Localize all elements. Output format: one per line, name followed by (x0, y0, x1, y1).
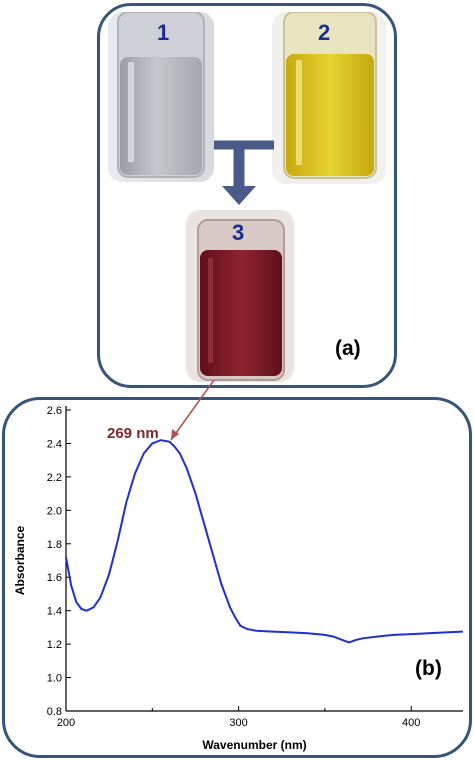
panel-a-label: (a) (335, 337, 361, 360)
vial-1-photo (108, 12, 214, 182)
y-tick-label: 2.6 (47, 405, 62, 417)
vial-3-photo (186, 210, 294, 382)
x-axis-label: Wavenumber (nm) (202, 738, 306, 752)
vial-3-number: 3 (232, 220, 245, 245)
y-tick-label: 0.8 (47, 706, 62, 718)
absorbance-series-line (65, 439, 464, 644)
panel-b-frame (2, 397, 472, 758)
y-axis-label: Absorbance (13, 526, 27, 596)
vial-1-number: 1 (157, 20, 170, 45)
y-tick-label: 1.2 (47, 639, 62, 651)
y-tick-label: 1.0 (47, 673, 62, 685)
vial-to-peak-connector (170, 379, 215, 441)
chart-axes (65, 406, 463, 712)
x-tick-label: 200 (57, 717, 75, 729)
connector-arrowhead (171, 429, 179, 440)
x-tick-label: 400 (402, 717, 420, 729)
y-tick-label: 2.4 (47, 438, 62, 450)
y-tick-label: 2.0 (47, 505, 62, 517)
panel-b-label: (b) (415, 657, 442, 680)
x-tick-label: 300 (229, 717, 247, 729)
y-tick-label: 2.2 (47, 472, 62, 484)
vial-2-number: 2 (318, 20, 331, 45)
chart-ticks: 0.8 1.0 1.2 1.4 1.6 1.8 2.0 2.2 2.4 2.6 200 300 400 (47, 405, 421, 729)
y-tick-label: 1.4 (47, 606, 62, 618)
y-tick-label: 1.8 (47, 539, 62, 551)
peak-annotation: 269 nm (107, 425, 159, 442)
y-tick-label: 1.6 (47, 572, 62, 584)
vial-2-photo (272, 12, 386, 184)
